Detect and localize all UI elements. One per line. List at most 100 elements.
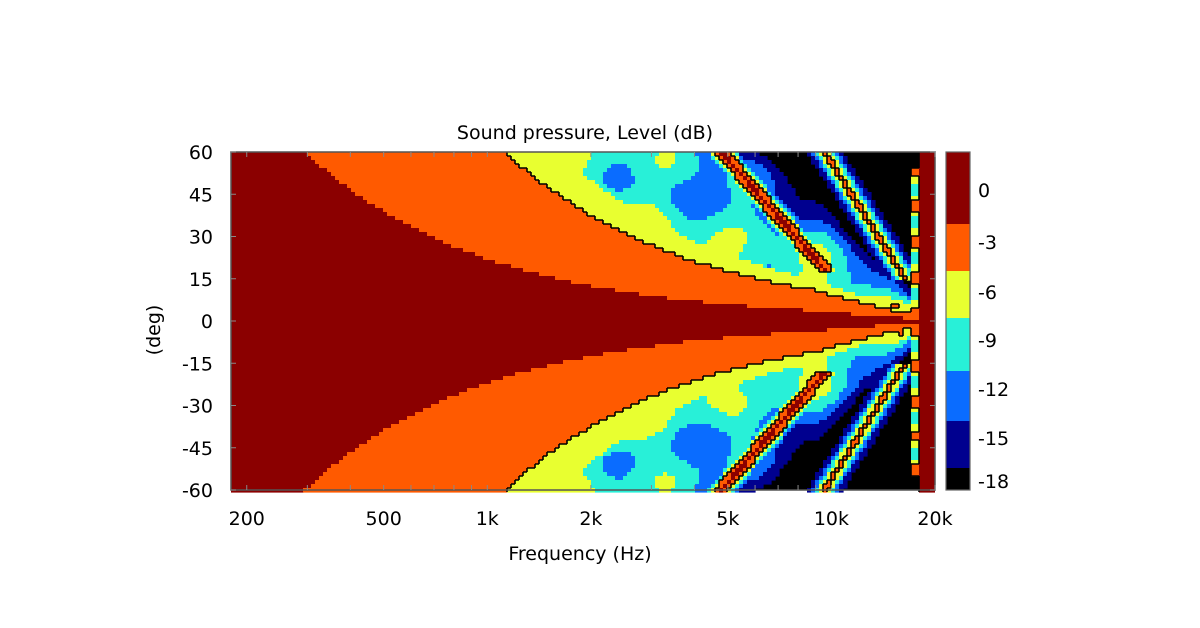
heatmap-cell xyxy=(895,364,904,369)
heatmap-cell xyxy=(751,192,756,197)
heatmap-cell xyxy=(831,484,836,489)
heatmap-cell xyxy=(911,364,920,369)
heatmap-cell xyxy=(883,416,888,421)
heatmap-cell xyxy=(859,232,864,237)
heatmap-cell xyxy=(815,472,824,477)
heatmap-cell xyxy=(879,396,888,401)
heatmap-cell xyxy=(743,160,756,165)
heatmap-cell xyxy=(583,208,660,213)
heatmap-cell xyxy=(871,216,876,221)
heatmap-cell xyxy=(759,460,776,465)
heatmap-cell xyxy=(815,288,844,293)
heatmap-cell xyxy=(835,168,840,173)
heatmap-cell xyxy=(743,176,748,181)
colorbar-frame xyxy=(945,151,971,491)
heatmap-cell xyxy=(819,168,824,173)
heatmap-cell xyxy=(635,176,692,181)
heatmap-cell xyxy=(795,412,800,417)
heatmap-cell xyxy=(871,396,876,401)
heatmap-cell xyxy=(819,256,824,261)
heatmap-cell xyxy=(587,464,604,469)
heatmap-cell xyxy=(727,168,732,173)
heatmap-cell xyxy=(767,188,776,193)
heatmap-cell xyxy=(731,160,740,165)
heatmap-cell xyxy=(851,452,856,457)
heatmap-cell xyxy=(851,432,856,437)
heatmap-cell xyxy=(823,244,840,249)
heatmap-cell xyxy=(767,452,776,457)
heatmap-cell xyxy=(771,448,776,453)
heatmap-cell xyxy=(911,344,920,349)
heatmap-cell xyxy=(847,268,872,273)
colorbar-swatch xyxy=(946,152,970,225)
heatmap-cell xyxy=(887,264,892,269)
heatmap-cell xyxy=(879,408,884,413)
heatmap-cell xyxy=(231,240,444,245)
heatmap-cell xyxy=(887,252,892,257)
heatmap-cell xyxy=(743,452,748,457)
heatmap-cell xyxy=(863,400,868,405)
heatmap-cell xyxy=(799,376,812,381)
heatmap-cell xyxy=(787,432,824,437)
heatmap-cell xyxy=(851,204,856,209)
heatmap-cell xyxy=(855,252,868,257)
heatmap-cell xyxy=(811,400,836,405)
heatmap-cell xyxy=(655,160,676,165)
heatmap-cell xyxy=(819,468,824,473)
heatmap-cell xyxy=(919,480,935,485)
heatmap-cell xyxy=(911,256,920,261)
heatmap-cell xyxy=(779,212,784,217)
heatmap-cell xyxy=(815,384,820,389)
heatmap-cell xyxy=(803,408,824,413)
heatmap-cell xyxy=(603,352,804,357)
heatmap-cell xyxy=(803,252,808,257)
heatmap-cell xyxy=(727,184,740,189)
heatmap-cell xyxy=(843,464,848,469)
heatmap-cell xyxy=(655,156,676,161)
heatmap-cell xyxy=(899,244,904,249)
heatmap-cell xyxy=(855,412,860,417)
heatmap-cell xyxy=(919,360,935,365)
heatmap-cell xyxy=(479,384,680,389)
heatmap-cell xyxy=(839,192,844,197)
heatmap-cell xyxy=(231,344,656,349)
heatmap-cell xyxy=(855,216,860,221)
heatmap-cell xyxy=(911,188,920,193)
heatmap-cell xyxy=(863,228,868,233)
heatmap-cell xyxy=(835,196,840,201)
heatmap-cell xyxy=(231,332,772,337)
heatmap-cell xyxy=(819,384,832,389)
heatmap-cell xyxy=(859,300,904,305)
heatmap-cell xyxy=(735,484,740,489)
heatmap-cell xyxy=(871,268,888,273)
heatmap-cell xyxy=(519,164,588,169)
heatmap-cell xyxy=(695,240,708,245)
heatmap-cell xyxy=(863,428,872,433)
heatmap-cell xyxy=(659,152,676,157)
heatmap-cell xyxy=(887,268,892,273)
heatmap-cell xyxy=(799,248,804,253)
heatmap-cell xyxy=(747,476,760,481)
heatmap-cell xyxy=(723,336,868,341)
heatmap-cell xyxy=(787,420,792,425)
heatmap-cell xyxy=(887,408,896,413)
heatmap-cell xyxy=(663,212,684,217)
heatmap-cell xyxy=(231,436,372,441)
heatmap-cell xyxy=(827,364,852,369)
heatmap-cell xyxy=(859,412,864,417)
heatmap-cell xyxy=(231,280,572,285)
heatmap-cell xyxy=(743,168,748,173)
heatmap-cell xyxy=(527,468,584,473)
heatmap-cell xyxy=(879,380,884,385)
heatmap-cell xyxy=(867,408,876,413)
heatmap-cell xyxy=(667,424,688,429)
heatmap-cell xyxy=(791,420,796,425)
heatmap-cell xyxy=(527,168,584,173)
heatmap-cell xyxy=(675,184,728,189)
heatmap-cell xyxy=(791,224,796,229)
heatmap-cell xyxy=(919,416,935,421)
heatmap-cell xyxy=(635,236,688,241)
heatmap-cell xyxy=(867,400,872,405)
heatmap-cell xyxy=(903,268,908,273)
heatmap-cell xyxy=(919,428,935,433)
